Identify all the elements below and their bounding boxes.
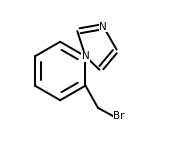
Text: N: N [82,51,89,61]
Text: Br: Br [113,111,125,121]
Text: N: N [99,22,107,32]
